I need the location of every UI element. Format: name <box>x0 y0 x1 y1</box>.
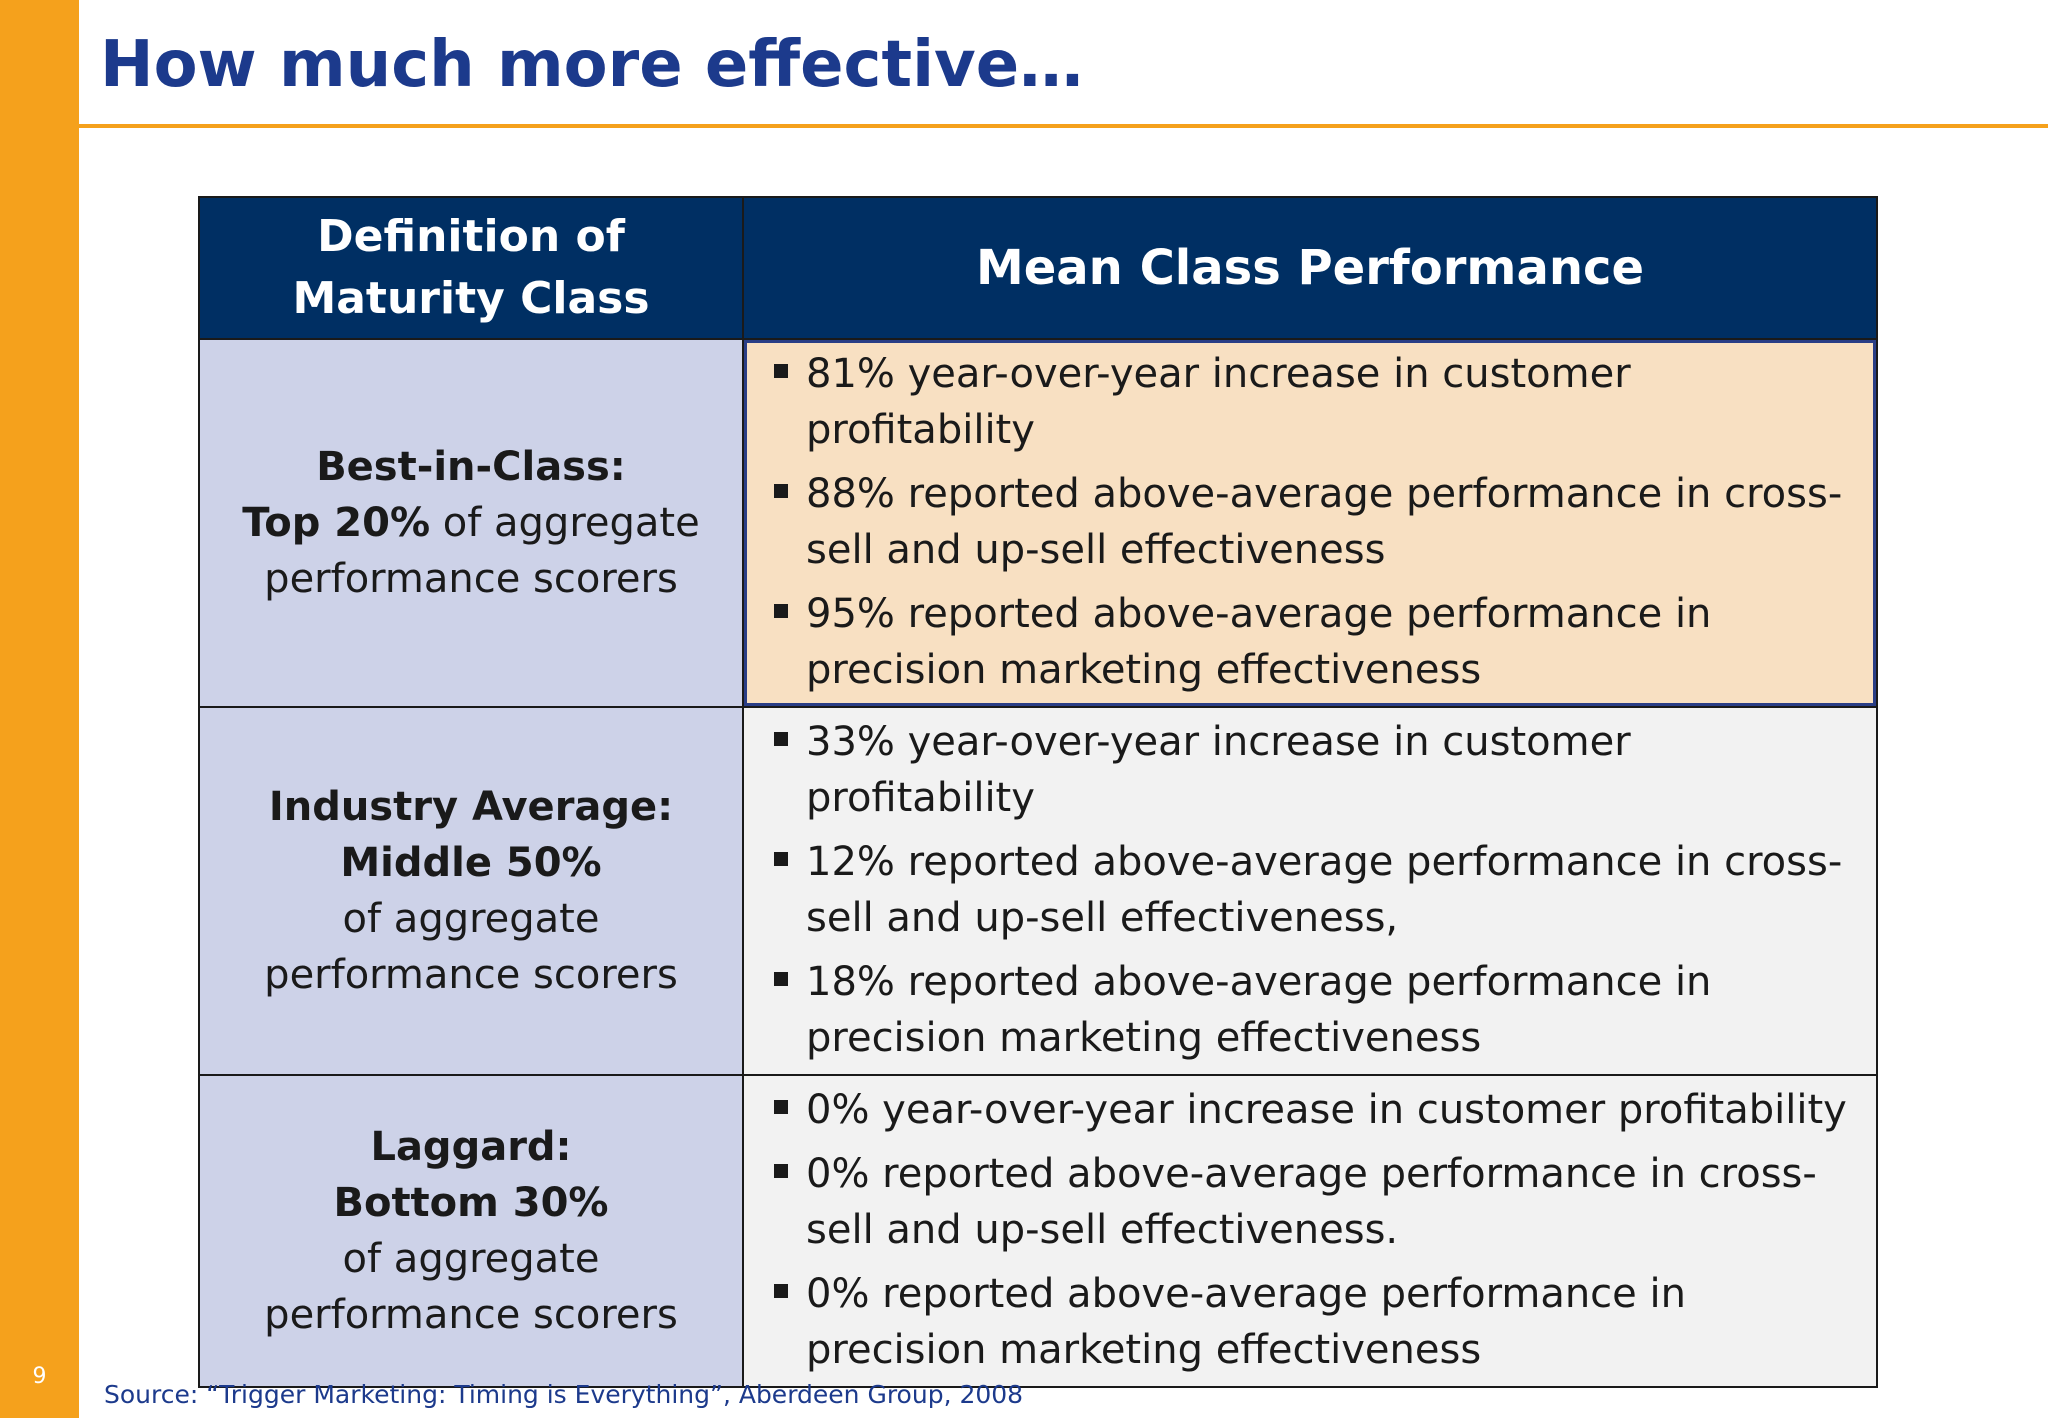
list-item: 95% reported above-average performance i… <box>774 586 1852 698</box>
list-item: 88% reported above-average performance i… <box>774 466 1852 578</box>
table-header-row: Definition of Maturity Class Mean Class … <box>198 196 1878 340</box>
title-divider <box>79 124 2048 128</box>
list-item: 0% reported above-average performance in… <box>774 1266 1852 1378</box>
table-row-industry-average: Industry Average: Middle 50% of aggregat… <box>198 706 1878 1076</box>
maturity-class-table: Definition of Maturity Class Mean Class … <box>198 196 1878 1388</box>
definition-cell-industry-average: Industry Average: Middle 50% of aggregat… <box>198 706 744 1076</box>
class-name: Laggard: <box>370 1124 572 1170</box>
segment-rest: of aggregate <box>430 500 700 546</box>
performance-list: 33% year-over-year increase in customer … <box>774 714 1852 1066</box>
class-aggregate: of aggregate performance scorers <box>264 1236 678 1338</box>
segment-bold: Top 20% <box>242 500 431 546</box>
performance-list: 0% year-over-year increase in customer p… <box>774 1082 1852 1378</box>
table-row-best-in-class: Best-in-Class: Top 20% of aggregate perf… <box>198 338 1878 708</box>
performance-cell-industry-average: 33% year-over-year increase in customer … <box>742 706 1878 1076</box>
list-item: 0% year-over-year increase in customer p… <box>774 1082 1852 1138</box>
table-row-laggard: Laggard: Bottom 30% of aggregate perform… <box>198 1074 1878 1388</box>
performance-cell-best-in-class: 81% year-over-year increase in customer … <box>742 338 1878 708</box>
class-name: Best-in-Class: <box>316 444 626 490</box>
class-segment: Top 20% of aggregate <box>212 495 730 551</box>
class-aggregate: performance scorers <box>264 556 678 602</box>
definition-cell-best-in-class: Best-in-Class: Top 20% of aggregate perf… <box>198 338 744 708</box>
page-title: How much more effective… <box>100 28 1084 102</box>
class-aggregate: of aggregate performance scorers <box>264 896 678 998</box>
class-segment: Middle 50% <box>212 835 730 891</box>
class-segment: Bottom 30% <box>212 1175 730 1231</box>
class-name: Industry Average: <box>268 784 674 830</box>
list-item: 18% reported above-average performance i… <box>774 954 1852 1066</box>
list-item: 33% year-over-year increase in customer … <box>774 714 1852 826</box>
maturity-class-table-container: Definition of Maturity Class Mean Class … <box>198 196 1878 1388</box>
performance-list: 81% year-over-year increase in customer … <box>774 346 1852 698</box>
segment-bold: Bottom 30% <box>333 1180 609 1226</box>
segment-bold: Middle 50% <box>340 840 602 886</box>
performance-cell-laggard: 0% year-over-year increase in customer p… <box>742 1074 1878 1388</box>
list-item: 0% reported above-average performance in… <box>774 1146 1852 1258</box>
header-performance: Mean Class Performance <box>742 196 1878 340</box>
header-definition: Definition of Maturity Class <box>198 196 744 340</box>
definition-cell-laggard: Laggard: Bottom 30% of aggregate perform… <box>198 1074 744 1388</box>
page-number: 9 <box>32 1364 47 1389</box>
left-accent-bar <box>0 0 79 1418</box>
source-citation: Source: “Trigger Marketing: Timing is Ev… <box>104 1380 1024 1409</box>
list-item: 81% year-over-year increase in customer … <box>774 346 1852 458</box>
list-item: 12% reported above-average performance i… <box>774 834 1852 946</box>
